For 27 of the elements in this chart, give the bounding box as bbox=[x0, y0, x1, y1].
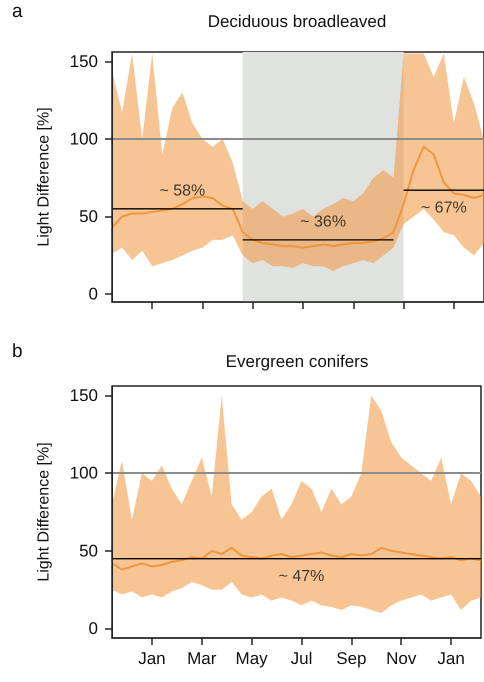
x-tick-label: Jan bbox=[138, 649, 166, 668]
annotation: ~ 36% bbox=[300, 213, 346, 230]
y-tick-label: 50 bbox=[79, 541, 98, 560]
chart-title: Deciduous broadleaved bbox=[208, 12, 386, 31]
line-series bbox=[111, 546, 482, 571]
y-tick-label: 0 bbox=[88, 284, 98, 304]
annotation: ~ 47% bbox=[278, 568, 324, 586]
y-tick-label: 100 bbox=[70, 464, 98, 483]
y-tick-label: 150 bbox=[70, 52, 98, 71]
text: b bbox=[12, 341, 23, 362]
x-tick-label: Jan bbox=[437, 649, 465, 668]
y-tick-label: 50 bbox=[79, 207, 98, 226]
y-tick-label: 150 bbox=[70, 386, 98, 405]
annotation: ~ 58% bbox=[159, 182, 206, 200]
x-tick-label: Nov bbox=[386, 649, 417, 668]
y-axis-title: Light Difference [%] bbox=[36, 107, 52, 247]
y-tick-label: 100 bbox=[70, 129, 98, 148]
text: a bbox=[12, 1, 23, 22]
y-axis-title: Light Difference [%] bbox=[36, 442, 52, 582]
x-tick-label: Sep bbox=[336, 649, 366, 668]
x-tick-label: Jul bbox=[290, 649, 312, 668]
line-series bbox=[111, 146, 484, 249]
y-tick-label: 0 bbox=[88, 619, 98, 638]
chart-title: Evergreen conifers bbox=[226, 352, 368, 371]
x-tick-label: May bbox=[236, 649, 268, 668]
x-tick-label: Mar bbox=[187, 649, 217, 668]
annotation: ~ 67% bbox=[420, 200, 467, 217]
